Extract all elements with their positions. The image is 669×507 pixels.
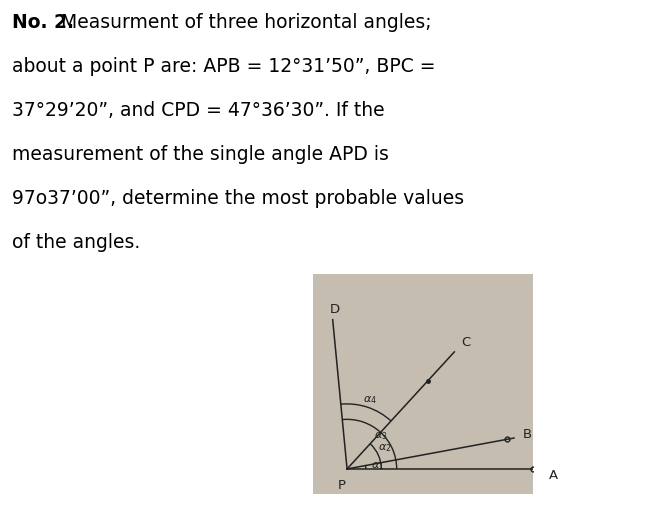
Text: of the angles.: of the angles. [12, 233, 140, 252]
Text: measurement of the single angle APD is: measurement of the single angle APD is [12, 145, 389, 164]
Text: $\alpha_4$: $\alpha_4$ [363, 394, 377, 406]
Text: D: D [330, 303, 340, 316]
Text: C: C [461, 336, 470, 349]
Text: Measurment of three horizontal angles;: Measurment of three horizontal angles; [56, 13, 432, 32]
Text: P: P [338, 479, 346, 492]
Text: B: B [523, 428, 532, 441]
Text: 37°29’20”, and CPD = 47°36’30”. If the: 37°29’20”, and CPD = 47°36’30”. If the [12, 101, 385, 120]
Text: A: A [549, 469, 558, 482]
Text: 97o37’00”, determine the most probable values: 97o37’00”, determine the most probable v… [12, 189, 464, 208]
Text: $\alpha_1$: $\alpha_1$ [371, 460, 385, 472]
Text: $\alpha_3$: $\alpha_3$ [374, 430, 388, 442]
Text: No. 2.: No. 2. [12, 13, 74, 32]
Text: about a point P are: APB = 12°31’50”, BPC =: about a point P are: APB = 12°31’50”, BP… [12, 57, 436, 76]
Text: $\alpha_2$: $\alpha_2$ [378, 442, 391, 454]
